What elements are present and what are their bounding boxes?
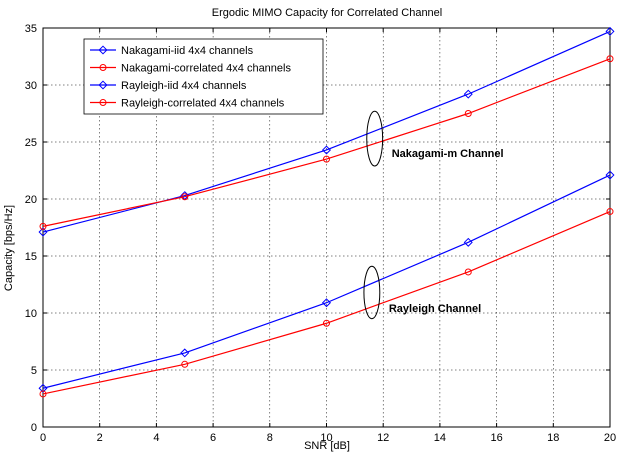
x-tick-label: 16: [490, 432, 502, 444]
data-point: [323, 155, 330, 163]
annotations: Nakagami-m Channel Rayleigh Channel: [363, 110, 504, 320]
legend-marker: [98, 80, 108, 90]
nakagami-ellipse: [366, 110, 384, 167]
data-point: [180, 348, 190, 358]
y-tick-label: 20: [25, 194, 37, 206]
x-tick-label: 0: [40, 432, 46, 444]
rayleigh-ellipse: [363, 265, 381, 320]
legend-entry-1: Nakagami-iid 4x4 channels: [90, 45, 254, 57]
data-point: [464, 110, 472, 117]
data-point: [463, 89, 473, 99]
legend: Nakagami-iid 4x4 channels Nakagami-correl…: [83, 38, 324, 115]
y-tick-label: 5: [31, 365, 37, 377]
data-point: [321, 298, 332, 308]
data-point: [463, 237, 473, 247]
legend-label: Nakagami-correlated 4x4 channels: [121, 63, 291, 75]
x-tick-label: 2: [97, 432, 103, 444]
y-tick-label: 10: [25, 308, 37, 320]
series-line: [42, 58, 611, 227]
data-point: [605, 26, 615, 36]
legend-entry-3: Rayleigh-iid 4x4 channels: [90, 80, 247, 92]
data-point: [181, 193, 189, 201]
data-point: [39, 222, 47, 230]
data-point: [606, 55, 614, 63]
series-line: [42, 30, 611, 233]
data-point: [606, 208, 614, 216]
data-point: [39, 390, 47, 398]
x-tick-label: 8: [267, 432, 273, 444]
x-tick-label: 10: [320, 432, 332, 444]
series-2: [39, 55, 614, 230]
grid: [43, 28, 610, 427]
y-axis-label: Capacity [bps/Hz]: [3, 205, 15, 291]
legend-marker: [99, 99, 107, 106]
series-4: [39, 208, 614, 398]
series-line: [42, 210, 611, 395]
x-axis-label: SNR [dB]: [304, 440, 350, 452]
legend-label: Rayleigh-correlated 4x4 channels: [121, 98, 285, 110]
y-tick-label: 0: [31, 422, 37, 434]
series-3: [38, 170, 615, 393]
data-point: [464, 268, 472, 276]
x-tick-label: 18: [547, 432, 559, 444]
legend-marker: [99, 64, 107, 71]
legend-label: Rayleigh-iid 4x4 channels: [121, 80, 247, 92]
axis-ticks: 0 2 4 6 8 10 12 14 16 18 20 0 5 10 15 20 25 30 35: [25, 23, 616, 444]
data-point: [181, 360, 189, 368]
y-tick-label: 15: [25, 251, 37, 263]
chart-title: Ergodic MIMO Capacity for Correlated Cha…: [212, 7, 442, 19]
data-point: [605, 170, 615, 180]
x-tick-label: 12: [377, 432, 389, 444]
data-point: [321, 145, 332, 155]
series-line: [42, 174, 611, 389]
legend-label: Nakagami-iid 4x4 channels: [121, 45, 254, 57]
data-point: [38, 383, 48, 393]
y-tick-label: 30: [25, 80, 37, 92]
x-tick-label: 14: [434, 432, 446, 444]
legend-marker: [98, 45, 108, 55]
annotation-2: Rayleigh Channel: [389, 303, 481, 315]
series-layer: [38, 26, 615, 398]
annotation-1: Nakagami-m Channel: [392, 148, 504, 160]
x-tick-label: 4: [153, 432, 159, 444]
x-tick-label: 20: [604, 432, 616, 444]
data-point: [38, 227, 48, 237]
x-tick-label: 6: [210, 432, 216, 444]
legend-entry-2: Nakagami-correlated 4x4 channels: [90, 63, 291, 75]
y-tick-label: 25: [25, 137, 37, 149]
legend-box: [83, 38, 324, 115]
y-tick-label: 35: [25, 23, 37, 35]
legend-entry-4: Rayleigh-correlated 4x4 channels: [90, 98, 285, 110]
data-point: [323, 319, 330, 327]
